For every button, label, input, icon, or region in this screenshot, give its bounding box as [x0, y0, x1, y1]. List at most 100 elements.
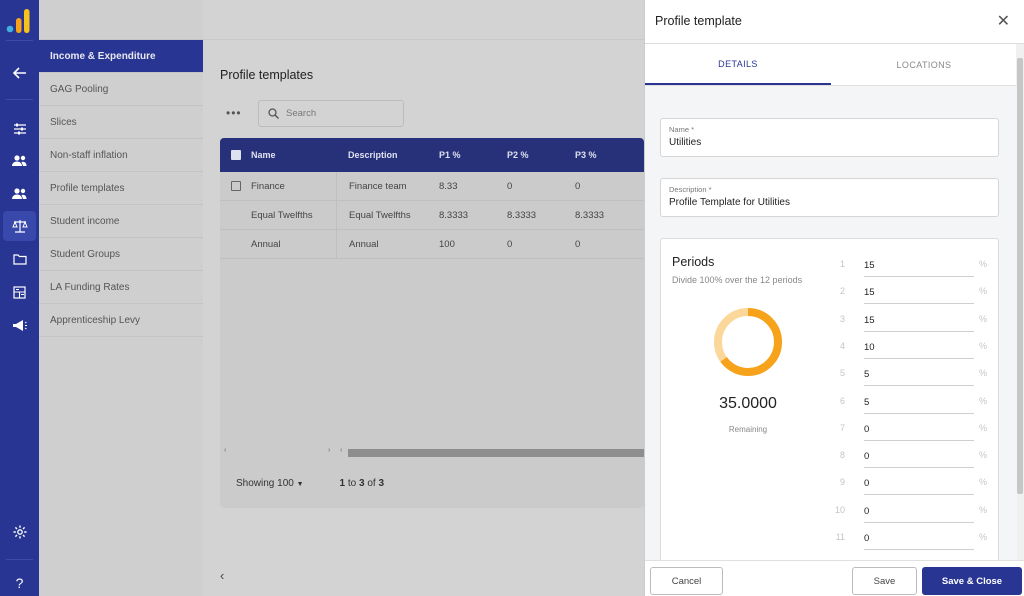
- subnav-student-income[interactable]: Student income: [39, 205, 203, 238]
- subnav-gag-pooling[interactable]: GAG Pooling: [39, 73, 203, 106]
- period-number: 9: [839, 477, 845, 488]
- subnav-non-staff-inflation[interactable]: Non-staff inflation: [39, 139, 203, 172]
- percent-sign: %: [979, 313, 988, 324]
- period-input[interactable]: 0: [864, 524, 974, 550]
- period-input[interactable]: 5: [864, 388, 974, 414]
- rail-divider: [6, 40, 33, 41]
- scroll-right-icon[interactable]: ›: [328, 447, 331, 454]
- period-row: 5 5%: [831, 360, 991, 387]
- profile-template-panel: Profile template ✕ DETAILS LOCATIONS Nam…: [644, 0, 1024, 596]
- description-field[interactable]: Description * Profile Template for Utili…: [660, 178, 999, 217]
- period-row: 2 15%: [831, 278, 991, 305]
- period-number: 2: [839, 286, 845, 297]
- help-icon[interactable]: ?: [15, 575, 24, 591]
- cancel-button[interactable]: Cancel: [650, 567, 723, 595]
- cell-description: Equal Twelfths: [336, 201, 439, 229]
- subnav-profile-templates[interactable]: Profile templates: [39, 172, 203, 205]
- sliders-icon[interactable]: [0, 114, 39, 144]
- period-input[interactable]: 15: [864, 278, 974, 305]
- period-row: 4 10%: [831, 333, 991, 360]
- percent-sign: %: [979, 259, 988, 269]
- table-header: Name Description P1 % P2 % P3 %: [220, 138, 644, 172]
- name-value[interactable]: Utilities: [669, 137, 702, 148]
- page-size-select[interactable]: Showing 100 ▼: [236, 478, 304, 489]
- cell-name: Annual: [251, 238, 281, 250]
- period-row: 1 15%: [831, 251, 991, 278]
- period-input[interactable]: 0: [864, 442, 974, 469]
- sub-navigation-header: [39, 0, 203, 40]
- search-input[interactable]: Search: [258, 100, 404, 127]
- column-header-description[interactable]: Description: [348, 150, 398, 160]
- subnav-apprenticeship-levy[interactable]: Apprenticeship Levy: [39, 304, 203, 337]
- period-input[interactable]: 5: [864, 360, 974, 387]
- name-field[interactable]: Name * Utilities: [660, 118, 999, 157]
- table-row[interactable]: Equal Twelfths Equal Twelfths 8.3333 8.3…: [220, 201, 644, 230]
- close-icon[interactable]: ✕: [996, 13, 1010, 30]
- cell-p3: 0: [575, 180, 581, 192]
- description-value[interactable]: Profile Template for Utilities: [669, 197, 790, 208]
- vertical-scrollbar[interactable]: [1016, 44, 1024, 560]
- period-row: 3 15%: [831, 306, 991, 333]
- cell-name: Equal Twelfths: [251, 209, 313, 221]
- panel-footer: Cancel Save Save & Close: [645, 560, 1024, 596]
- search-placeholder: Search: [286, 108, 317, 119]
- scroll-left-icon[interactable]: ‹: [224, 447, 227, 454]
- scales-icon[interactable]: [3, 211, 36, 241]
- save-button[interactable]: Save: [852, 567, 917, 595]
- rail-divider: [6, 559, 33, 560]
- scrollbar-thumb[interactable]: [348, 449, 644, 457]
- subnav-slices[interactable]: Slices: [39, 106, 203, 139]
- cell-p1: 100: [439, 238, 455, 250]
- save-and-close-button[interactable]: Save & Close: [922, 567, 1022, 595]
- period-input[interactable]: 0: [864, 497, 974, 523]
- back-arrow-icon[interactable]: [0, 58, 39, 88]
- percent-sign: %: [979, 286, 988, 297]
- panel-header: Profile template ✕: [645, 0, 1024, 44]
- calculator-icon[interactable]: [0, 277, 39, 307]
- panel-title: Profile template: [655, 14, 742, 28]
- more-options-button[interactable]: •••: [226, 106, 242, 120]
- period-input[interactable]: 0: [864, 469, 974, 496]
- users-icon[interactable]: [0, 145, 39, 175]
- tab-details[interactable]: DETAILS: [645, 44, 831, 85]
- period-number: 11: [835, 532, 845, 542]
- table-row[interactable]: Finance Finance team 8.33 0 0: [220, 172, 644, 201]
- period-row: 6 5%: [831, 388, 991, 415]
- megaphone-icon[interactable]: [0, 310, 39, 340]
- period-number: 8: [839, 450, 845, 461]
- period-number: 6: [839, 395, 845, 406]
- pagination-range: 1 to 3 of 3: [339, 478, 385, 489]
- column-header-p3[interactable]: P3 %: [575, 150, 597, 160]
- column-header-name[interactable]: Name: [251, 150, 276, 160]
- settings-gear-icon[interactable]: [0, 517, 39, 547]
- period-row: 8 0%: [831, 442, 991, 469]
- period-row: 7 0%: [831, 415, 991, 442]
- left-rail: ?: [0, 0, 39, 596]
- subnav-la-funding-rates[interactable]: LA Funding Rates: [39, 271, 203, 304]
- period-input[interactable]: 15: [864, 251, 974, 277]
- horizontal-scrollbar[interactable]: ‹ › ‹: [220, 447, 644, 458]
- period-number: 3: [839, 313, 845, 324]
- period-input[interactable]: 15: [864, 306, 974, 332]
- subnav-student-groups[interactable]: Student Groups: [39, 238, 203, 271]
- period-input[interactable]: 0: [864, 415, 974, 441]
- select-all-checkbox[interactable]: [230, 150, 241, 160]
- periods-subtitle: Divide 100% over the 12 periods: [672, 275, 803, 285]
- groups-icon[interactable]: [0, 178, 39, 208]
- scrollbar-thumb[interactable]: [1017, 58, 1023, 494]
- column-header-p1[interactable]: P1 %: [439, 150, 461, 160]
- folder-icon[interactable]: [0, 244, 39, 274]
- panel-tabs: DETAILS LOCATIONS: [645, 44, 1017, 86]
- percent-sign: %: [979, 395, 988, 406]
- period-number: 5: [839, 368, 845, 379]
- row-checkbox[interactable]: [230, 181, 241, 191]
- collapse-chevron-icon[interactable]: ‹: [220, 568, 225, 583]
- cell-p3: 0: [575, 238, 581, 250]
- scroll-left-icon[interactable]: ‹: [340, 447, 343, 454]
- tab-locations[interactable]: LOCATIONS: [896, 59, 952, 70]
- search-icon: [268, 108, 279, 119]
- subnav-income-expenditure[interactable]: Income & Expenditure: [39, 40, 203, 73]
- table-row[interactable]: Annual Annual 100 0 0: [220, 230, 644, 259]
- column-header-p2[interactable]: P2 %: [507, 150, 529, 160]
- period-input[interactable]: 10: [864, 333, 974, 359]
